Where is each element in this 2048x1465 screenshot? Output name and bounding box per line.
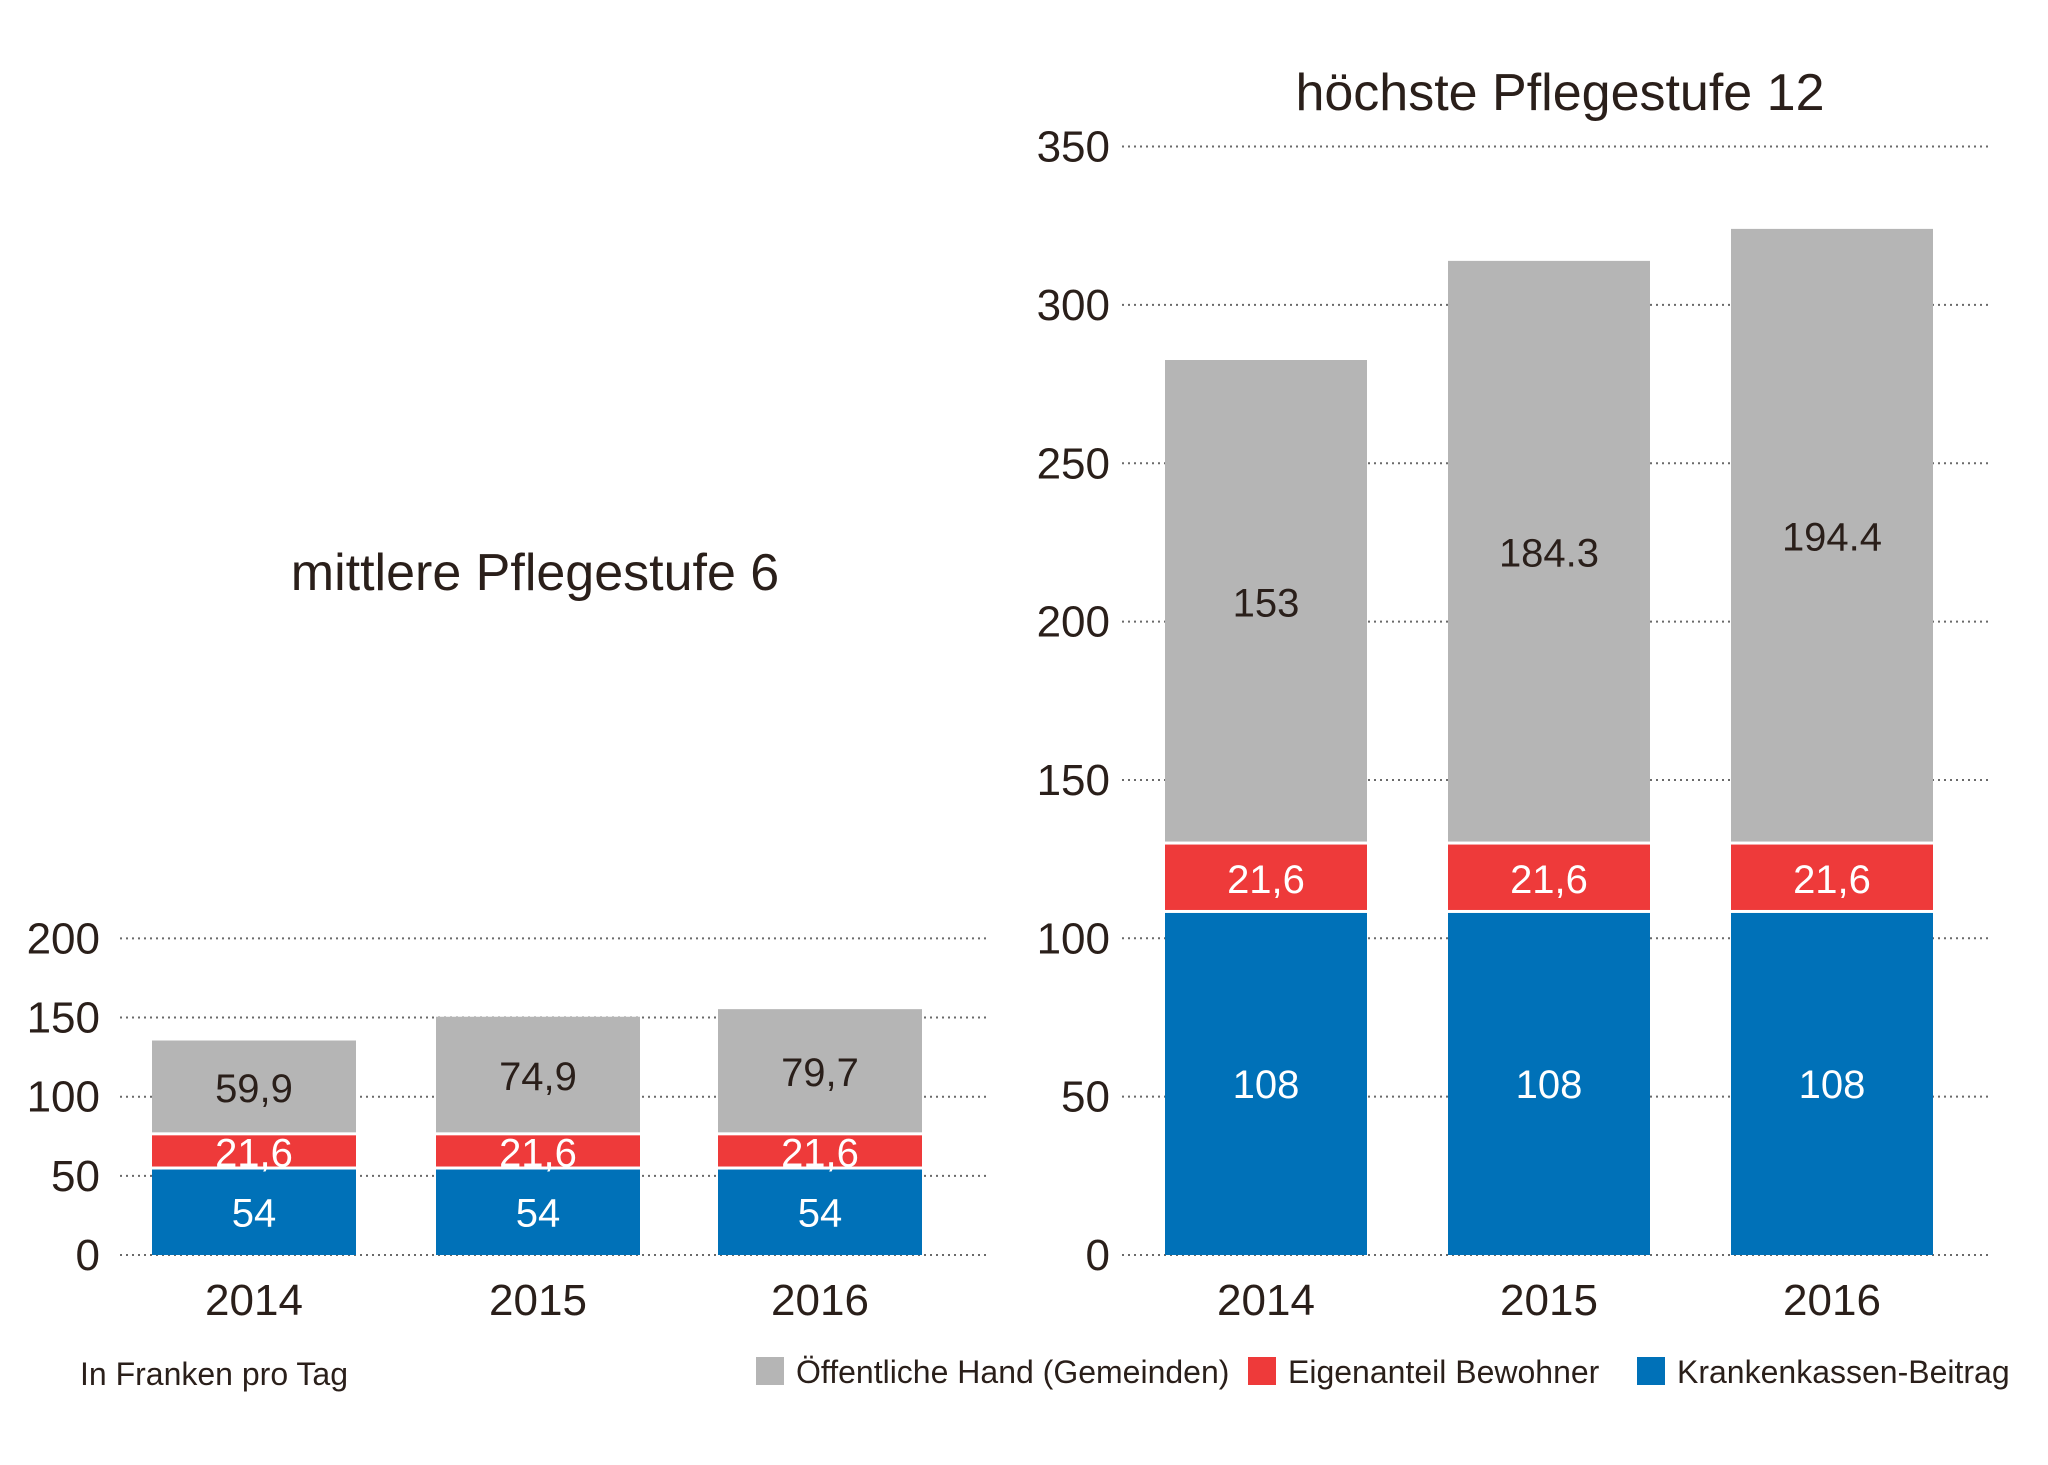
legend-label: Krankenkassen-Beitrag xyxy=(1677,1354,2010,1390)
bar-segment--ffentliche-hand-gemeinden- xyxy=(1165,360,1367,842)
data-label: 74,9 xyxy=(499,1055,577,1099)
data-label: 54 xyxy=(798,1191,843,1235)
y-tick-label: 200 xyxy=(1037,598,1110,647)
data-label: 21,6 xyxy=(1793,858,1871,902)
y-tick-label: 0 xyxy=(1086,1231,1110,1280)
x-tick-label: 2015 xyxy=(1500,1276,1598,1325)
legend: Öffentliche Hand (Gemeinden) Eigenanteil … xyxy=(756,1354,2010,1390)
bar-segment--ffentliche-hand-gemeinden- xyxy=(1731,228,1933,842)
y-tick-label: 100 xyxy=(27,1073,100,1122)
bar-segment-krankenkassen-beitrag xyxy=(1448,912,1650,1255)
bar-segment-eigenanteil-bewohner xyxy=(1165,844,1367,910)
data-label: 79,7 xyxy=(781,1051,859,1095)
data-label: 21,6 xyxy=(1510,858,1588,902)
bar-segment--ffentliche-hand-gemeinden- xyxy=(436,1016,640,1133)
y-tick-label: 50 xyxy=(1061,1073,1110,1122)
data-label: 21,6 xyxy=(1227,858,1305,902)
data-label: 21,6 xyxy=(215,1131,293,1175)
data-label: 108 xyxy=(1233,1063,1300,1107)
bar-segment-krankenkassen-beitrag xyxy=(436,1169,640,1255)
legend-swatch xyxy=(1248,1357,1276,1385)
y-tick-label: 300 xyxy=(1037,281,1110,330)
data-label: 194.4 xyxy=(1782,516,1882,560)
y-tick-label: 0 xyxy=(76,1231,100,1280)
x-tick-label: 2014 xyxy=(205,1276,303,1325)
x-tick-label: 2015 xyxy=(489,1276,587,1325)
y-tick-label: 350 xyxy=(1037,123,1110,172)
bar-segment-krankenkassen-beitrag xyxy=(1165,912,1367,1255)
bar-segment-eigenanteil-bewohner xyxy=(1448,844,1650,910)
bar-segment-eigenanteil-bewohner xyxy=(436,1135,640,1167)
data-label: 153 xyxy=(1233,581,1300,625)
data-label: 108 xyxy=(1799,1063,1866,1107)
bar-segment-krankenkassen-beitrag xyxy=(718,1169,922,1255)
bar-segment--ffentliche-hand-gemeinden- xyxy=(1448,260,1650,842)
data-label: 59,9 xyxy=(215,1067,293,1111)
legend-label: Eigenanteil Bewohner xyxy=(1288,1354,1600,1390)
legend-swatch xyxy=(1637,1357,1665,1385)
bar-segment--ffentliche-hand-gemeinden- xyxy=(152,1040,356,1133)
data-label: 21,6 xyxy=(781,1131,859,1175)
bar-segment-krankenkassen-beitrag xyxy=(1731,912,1933,1255)
bar-segment-eigenanteil-bewohner xyxy=(718,1135,922,1167)
x-tick-label: 2016 xyxy=(771,1276,869,1325)
y-tick-label: 150 xyxy=(27,994,100,1043)
y-tick-label: 100 xyxy=(1037,914,1110,963)
bar-segment-krankenkassen-beitrag xyxy=(152,1169,356,1255)
bar-segment-eigenanteil-bewohner xyxy=(152,1135,356,1167)
panel-hoechste-pflegestufe: höchste Pflegestufe 12 0 50 100 150 200 250 300… xyxy=(1037,64,1990,1325)
data-label: 21,6 xyxy=(499,1131,577,1175)
data-label: 54 xyxy=(232,1191,277,1235)
y-tick-label: 50 xyxy=(51,1152,100,1201)
bar-segment-eigenanteil-bewohner xyxy=(1731,844,1933,910)
chart-title: mittlere Pflegestufe 6 xyxy=(291,544,779,602)
legend-label: Öffentliche Hand (Gemeinden) xyxy=(796,1354,1229,1390)
data-label: 54 xyxy=(516,1191,561,1235)
panel-mittlere-pflegestufe: mittlere Pflegestufe 6 0 50 100 150 200 54 21,6… xyxy=(27,544,990,1325)
x-tick-label: 2016 xyxy=(1783,1276,1881,1325)
bar-segment--ffentliche-hand-gemeinden- xyxy=(718,1009,922,1133)
unit-note: In Franken pro Tag xyxy=(80,1356,348,1392)
chart-title: höchste Pflegestufe 12 xyxy=(1295,64,1824,122)
y-tick-label: 200 xyxy=(27,914,100,963)
data-label: 108 xyxy=(1516,1063,1583,1107)
legend-swatch xyxy=(756,1357,784,1385)
data-label: 184.3 xyxy=(1499,532,1599,576)
x-tick-label: 2014 xyxy=(1217,1276,1315,1325)
y-tick-label: 250 xyxy=(1037,439,1110,488)
y-tick-label: 150 xyxy=(1037,756,1110,805)
